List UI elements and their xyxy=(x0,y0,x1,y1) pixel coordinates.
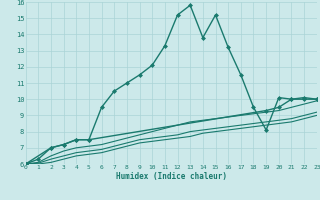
X-axis label: Humidex (Indice chaleur): Humidex (Indice chaleur) xyxy=(116,172,227,181)
